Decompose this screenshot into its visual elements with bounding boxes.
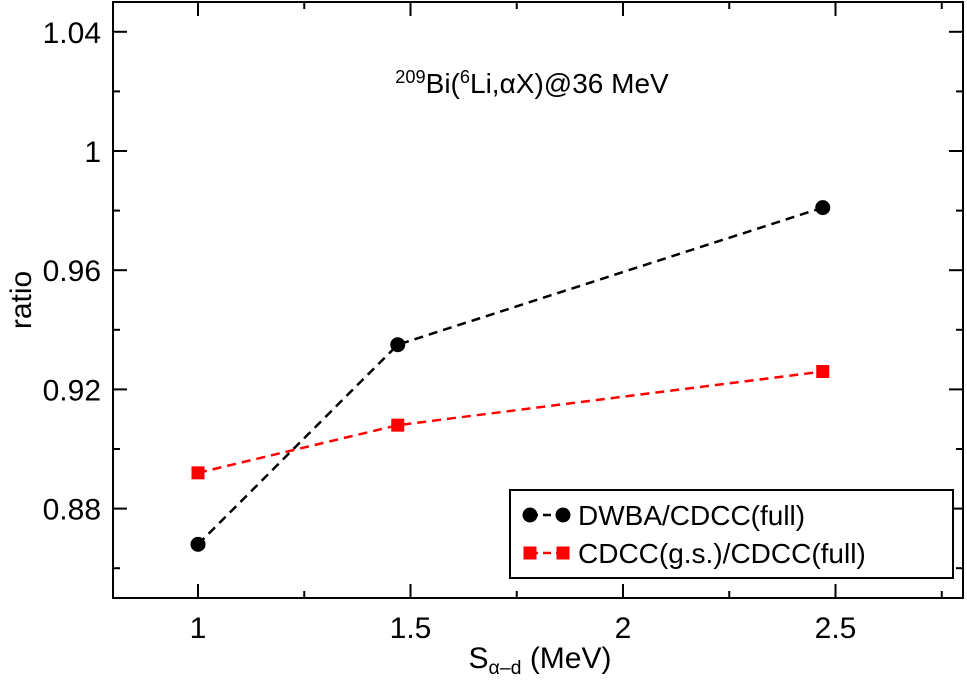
legend-label: CDCC(g.s.)/CDCC(full) [578,538,866,569]
chart-title-part: Li,αX)@36 MeV [470,68,669,99]
y-tick-label: 0.96 [43,255,101,288]
series-line [197,206,824,546]
legend-box [509,489,954,579]
y-tick-label: 0.92 [43,374,101,407]
chart-title-part: 209 [395,67,425,87]
marker [391,418,405,432]
marker [190,536,206,552]
x-tick-label: 1 [190,612,207,645]
legend-marker [523,546,537,560]
x-axis-label-part: α–d [489,657,522,679]
chart-title-part: 6 [460,67,470,87]
series-line [197,370,823,475]
legend-label: DWBA/CDCC(full) [578,500,805,531]
marker [191,466,205,480]
marker [390,337,406,353]
y-tick-label: 0.88 [43,494,101,527]
y-axis-label: ratio [5,271,38,329]
legend-marker [556,546,570,560]
legend-marker [555,507,571,523]
legend-marker [522,507,538,523]
x-tick-label: 1.5 [390,612,432,645]
marker [816,365,830,379]
chart-title-part: Bi( [426,68,461,99]
plot-frame [112,1,964,599]
x-axis-label-part: (MeV) [521,642,611,675]
x-axis-label: Sα–d (MeV) [469,642,612,679]
x-tick-label: 2 [615,612,632,645]
y-tick-label: 1 [84,136,101,169]
y-tick-label: 1.04 [43,17,101,50]
chart-title: 209Bi(6Li,αX)@36 MeV [395,67,669,99]
marker [815,200,831,216]
x-tick-label: 2.5 [815,612,857,645]
x-axis-label-part: S [469,642,489,675]
